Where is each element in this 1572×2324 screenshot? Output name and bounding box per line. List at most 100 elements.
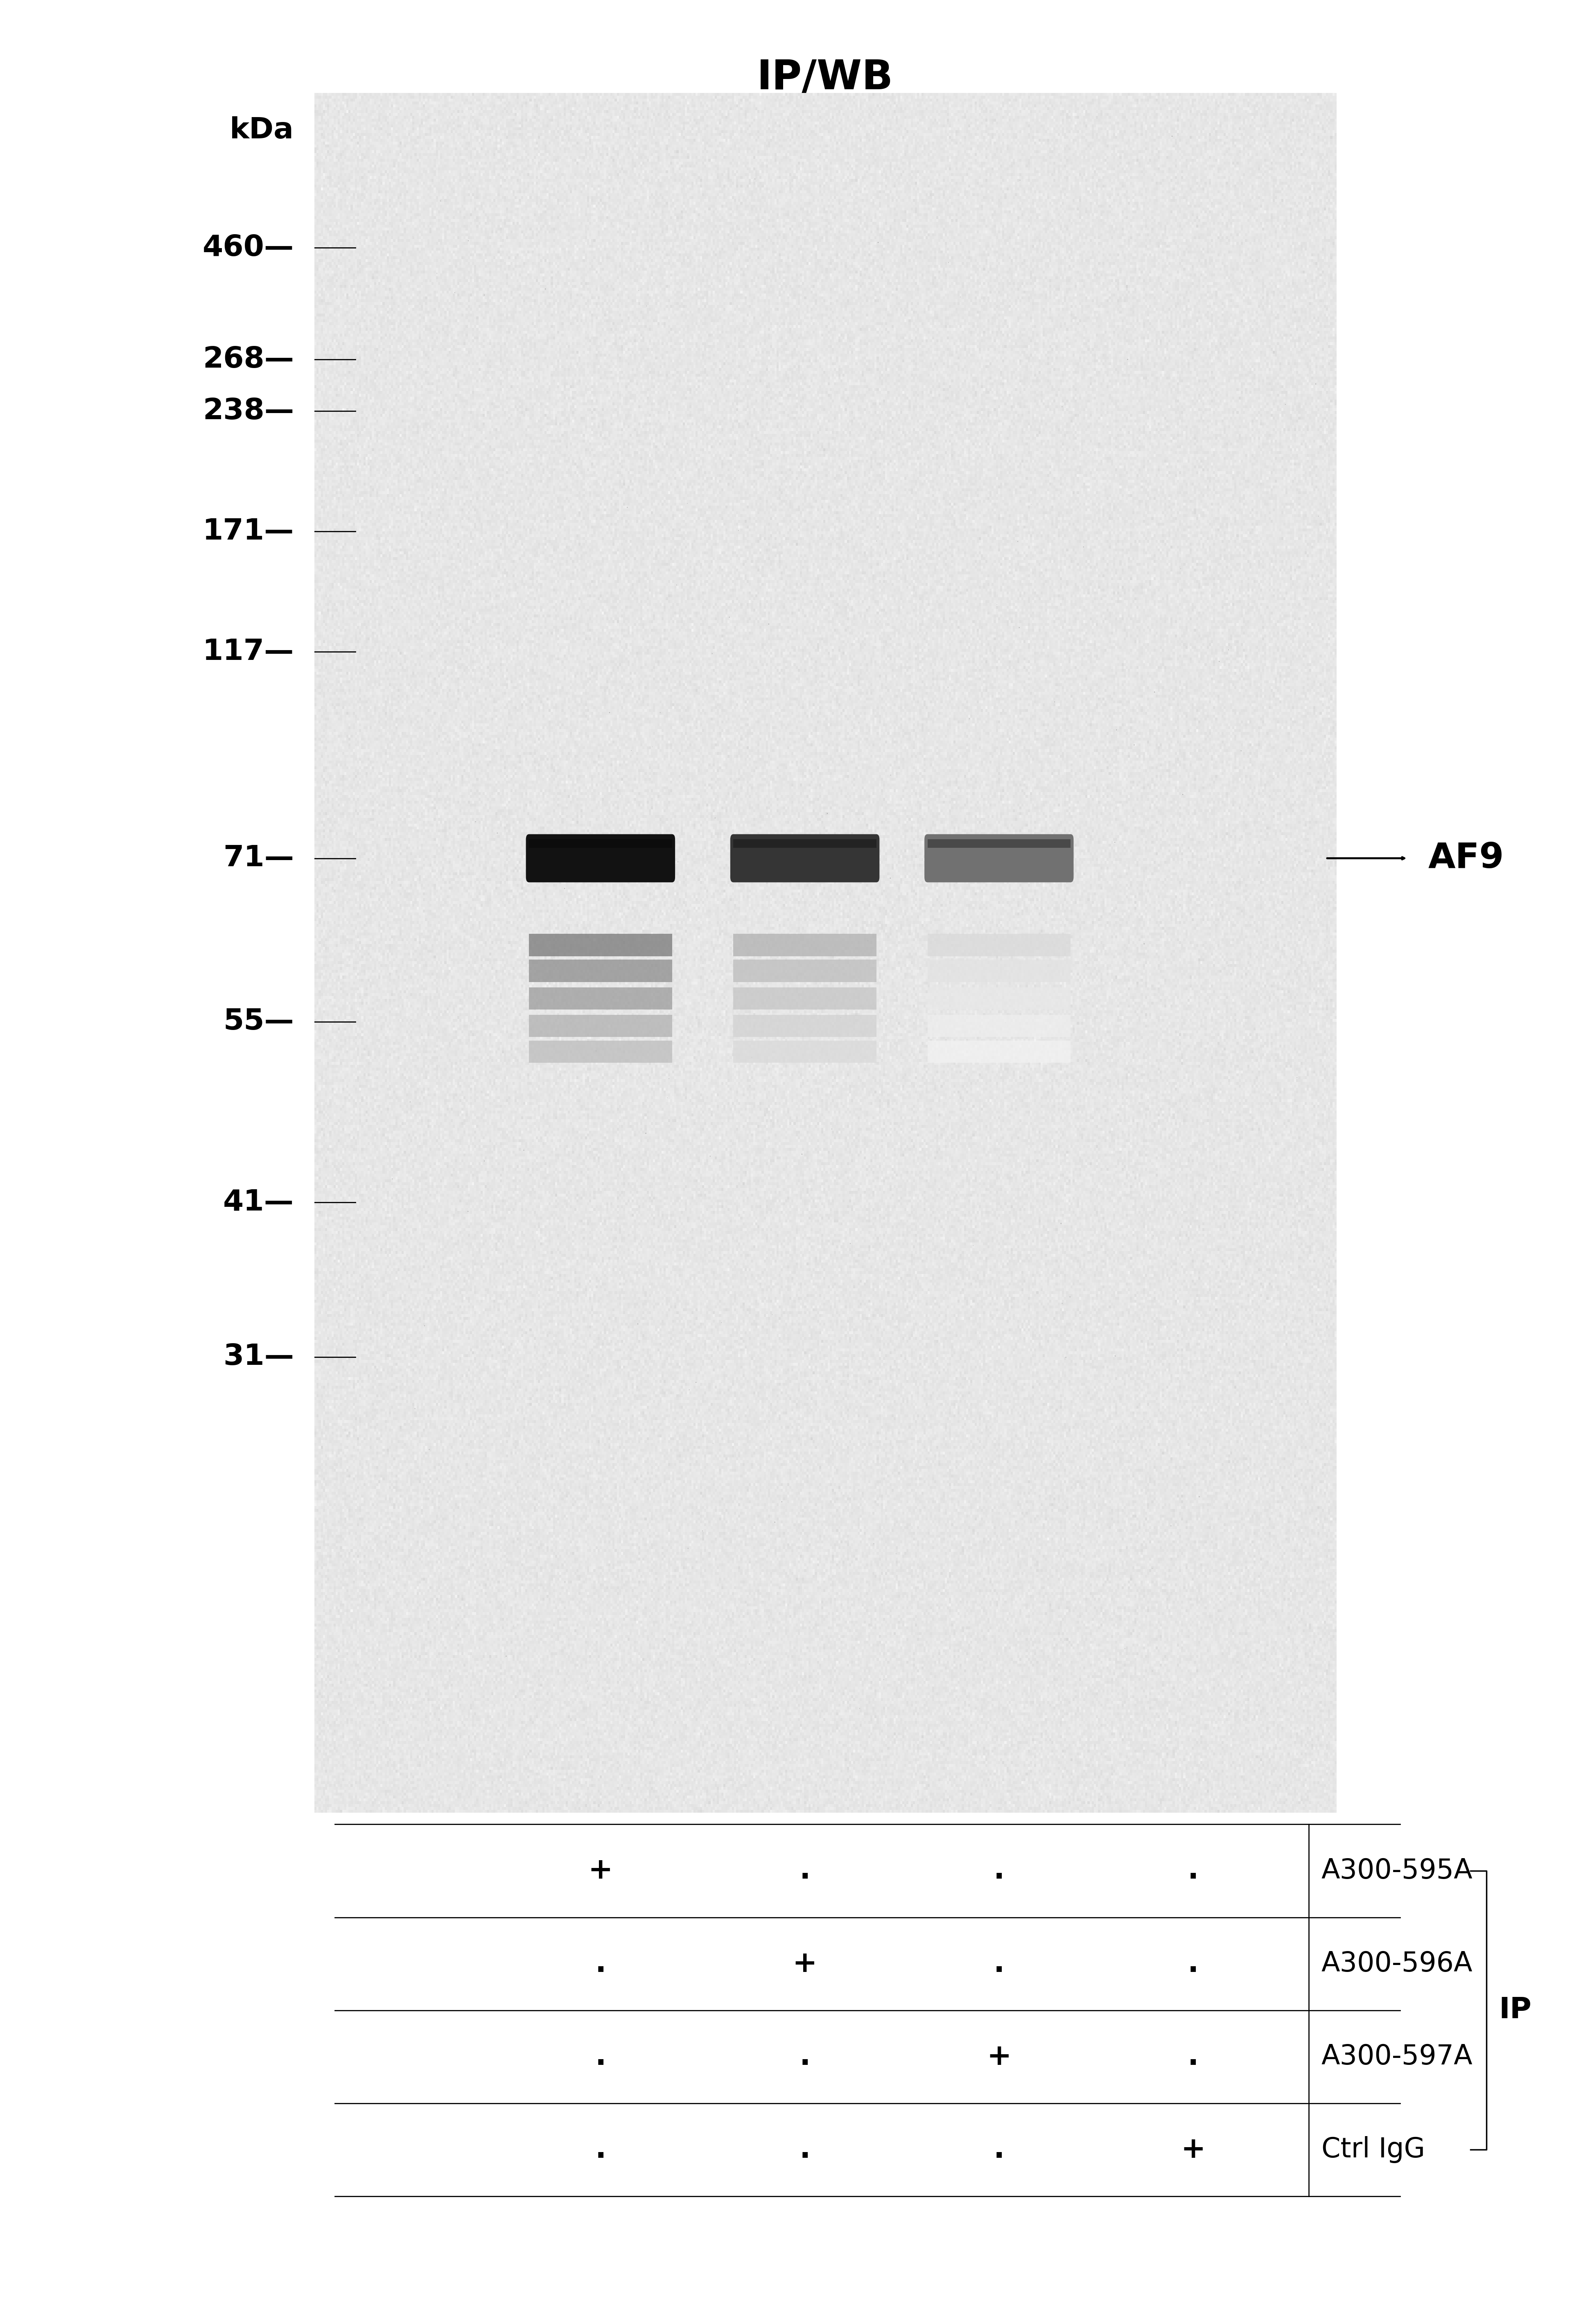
Point [1102,823,1127,860]
Point [740,583,766,621]
Point [700,634,725,672]
Point [657,1060,682,1097]
Point [865,523,890,560]
Point [838,1225,863,1262]
Point [648,695,673,732]
Text: 41—: 41— [223,1188,294,1215]
Point [1159,1508,1184,1545]
Bar [530,839,673,848]
Text: 117—: 117— [203,637,294,667]
Point [866,223,891,260]
Text: .: . [1187,1950,1199,1978]
Bar [530,1041,673,1062]
Text: .: . [1187,2043,1199,2071]
Point [1141,1218,1166,1255]
Text: +: + [588,1857,613,1885]
Point [1303,365,1328,402]
Point [472,1143,497,1181]
Point [674,486,700,523]
Point [626,272,651,309]
Text: A300-596A: A300-596A [1320,1950,1473,1978]
Point [994,1004,1019,1041]
Point [1042,683,1067,720]
Point [1053,899,1078,937]
Point [948,279,973,316]
Bar [530,960,673,983]
Text: .: . [594,1950,607,1978]
Text: 71—: 71— [223,844,294,872]
Point [690,1513,715,1550]
Point [1228,732,1253,769]
Point [597,695,623,732]
Point [1019,486,1044,523]
Point [640,727,665,765]
Point [619,732,645,769]
Point [717,600,742,637]
Point [527,960,552,997]
Point [511,1132,536,1169]
Point [593,916,618,953]
Point [984,586,1009,623]
Point [789,1136,814,1174]
Point [1058,1278,1083,1315]
Point [1104,711,1129,748]
Point [1170,776,1195,813]
Point [402,1390,428,1427]
Point [398,1083,423,1120]
Point [494,1638,519,1676]
Text: .: . [799,1857,811,1885]
Point [1006,609,1031,646]
Text: +: + [1181,2136,1206,2164]
Bar [927,1041,1071,1062]
Point [634,288,659,325]
Text: IP/WB: IP/WB [758,58,893,98]
Text: .: . [594,2136,607,2164]
Text: IP: IP [1500,1996,1531,2024]
Point [1273,386,1298,423]
Point [855,923,880,960]
Point [703,799,728,837]
Point [737,1645,762,1683]
Point [1306,497,1331,535]
Text: A300-597A: A300-597A [1320,2043,1473,2071]
Point [1005,523,1030,560]
Point [739,1039,764,1076]
Point [465,818,490,855]
Text: 31—: 31— [223,1343,294,1371]
Text: +: + [987,2043,1011,2071]
Point [1210,1155,1236,1192]
Point [552,1564,577,1601]
FancyBboxPatch shape [731,834,879,883]
Bar [733,960,877,983]
Point [484,813,509,851]
Point [417,1432,442,1469]
Point [709,1304,734,1341]
Text: .: . [994,1950,1005,1978]
Point [684,1364,709,1401]
Point [533,270,558,307]
Point [412,1306,437,1343]
Point [575,1662,601,1699]
Bar [927,839,1071,848]
Point [1215,632,1240,669]
Point [456,223,481,260]
Point [879,758,904,795]
Point [501,1608,527,1645]
Text: .: . [1187,1857,1199,1885]
Point [742,160,767,198]
Point [1160,119,1185,156]
Point [967,1325,992,1362]
Point [1140,1550,1165,1587]
Point [769,1483,794,1520]
Text: .: . [994,2136,1005,2164]
Bar [530,1016,673,1037]
Bar [927,988,1071,1009]
Point [676,1371,701,1408]
Point [1141,674,1166,711]
Text: A300-595A: A300-595A [1320,1857,1473,1885]
Point [1132,925,1157,962]
Point [552,869,577,906]
Text: 268—: 268— [203,346,294,374]
Point [1071,528,1096,565]
Point [456,1192,481,1229]
